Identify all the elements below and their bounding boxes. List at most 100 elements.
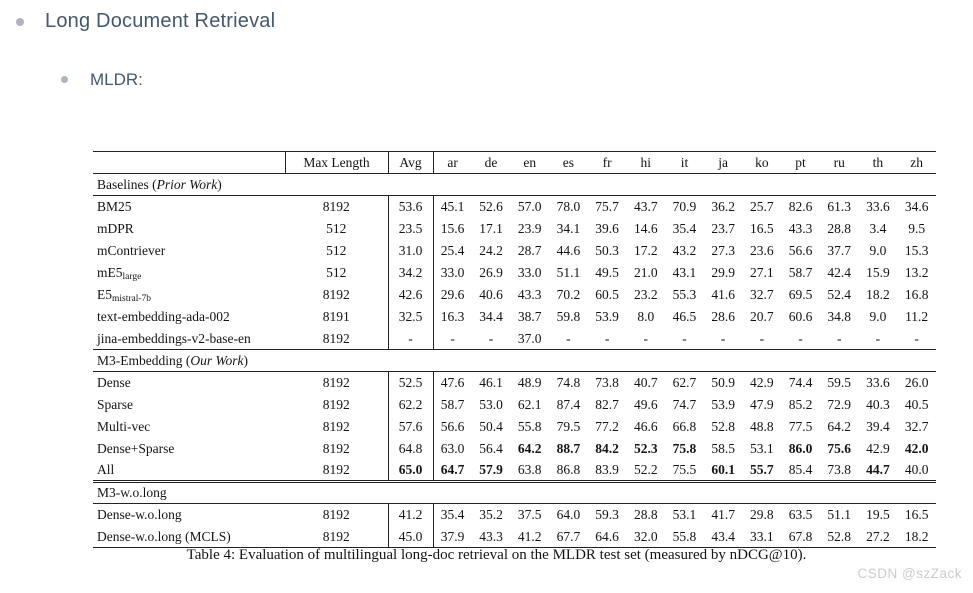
score-cell: 57.9 — [471, 459, 511, 482]
max-length-cell: 512 — [326, 264, 347, 280]
score-cell: 52.8 — [819, 525, 859, 548]
score-cell: 47.9 — [750, 396, 774, 412]
score-cell: 53.0 — [479, 396, 503, 412]
score-cell: 33.6 — [866, 199, 890, 214]
max-length-cell: 8192 — [322, 396, 350, 412]
score-cell: 29.9 — [711, 264, 735, 280]
score-cell: 70.2 — [556, 286, 581, 302]
score-cell: 52.3 — [633, 440, 658, 456]
score-cell: 37.0 — [510, 327, 550, 350]
model-cell: Dense+Sparse — [97, 440, 175, 456]
col-header-lang-ja: ja — [703, 151, 743, 174]
score-cell: 33.6 — [866, 375, 890, 390]
list-bullet-icon — [16, 18, 24, 26]
col-header-lang-th: th — [858, 151, 898, 174]
score-cell: 27.1 — [750, 264, 774, 280]
score-cell: 79.5 — [556, 418, 581, 434]
score-cell: 56.6 — [440, 418, 465, 434]
score-cell: 82.7 — [595, 396, 619, 412]
score-cell: 43.3 — [517, 286, 542, 302]
score-cell: - — [626, 327, 666, 350]
score-cell: 57.0 — [517, 199, 542, 214]
score-cell: 82.6 — [788, 199, 813, 214]
score-cell: 16.5 — [904, 507, 929, 522]
score-cell: 86.8 — [549, 459, 588, 482]
model-cell: Dense-w.o.long — [97, 507, 182, 522]
mldr-table: Max Length Avg ar de en es fr hi it ja ko pt ru th zh B… — [93, 151, 936, 548]
section-label: M3-w.o.long — [93, 480, 936, 504]
score-cell: 34.1 — [556, 220, 581, 236]
score-cell: 34.8 — [827, 308, 852, 324]
max-length-cell: 8192 — [322, 418, 350, 434]
score-cell: 27.3 — [711, 242, 735, 258]
score-cell: 37.9 — [433, 525, 472, 548]
score-cell: 23.6 — [750, 242, 774, 258]
score-cell: 73.8 — [595, 375, 619, 390]
score-cell: 26.9 — [479, 264, 503, 280]
col-header-lang-en: en — [510, 151, 550, 174]
score-cell: 36.2 — [711, 199, 735, 214]
max-length-cell: 8192 — [322, 440, 350, 456]
table-row: E5mistral-7b 8192 42.6 29.6 40.6 43.3 70.2 60.5… — [93, 283, 936, 306]
score-cell: 88.7 — [556, 440, 581, 456]
score-cell: 87.4 — [556, 396, 581, 412]
table-row: Multi-vec 8192 57.6 56.6 50.4 55.8 79.5 77.2 46.… — [93, 415, 936, 438]
avg-cell: 32.5 — [387, 305, 434, 328]
score-cell: 58.7 — [440, 396, 465, 412]
avg-cell: 31.0 — [387, 239, 434, 262]
table-row: jina-embeddings-v2-base-en 8192- - -37.0- - -… — [93, 327, 936, 350]
score-cell: 52.4 — [827, 286, 852, 302]
score-cell: - — [742, 327, 782, 350]
score-cell: 50.4 — [479, 418, 503, 434]
max-length-cell: 8192 — [322, 199, 350, 214]
score-cell: 49.5 — [595, 264, 619, 280]
table-row: Dense-w.o.long (MCLS) 8192 45.0 37.9 43.3 41.… — [93, 525, 936, 548]
score-cell: - — [703, 327, 743, 350]
score-cell: 66.8 — [672, 418, 697, 434]
score-cell: 34.6 — [904, 199, 929, 214]
score-cell: 62.7 — [672, 375, 697, 390]
avg-cell: 23.5 — [387, 217, 434, 240]
score-cell: 27.2 — [858, 525, 898, 548]
score-cell: 38.7 — [517, 308, 542, 324]
score-cell: 16.3 — [440, 308, 465, 324]
model-cell: mDPR — [97, 220, 134, 236]
score-cell: 42.0 — [904, 440, 929, 456]
score-cell: 74.8 — [556, 375, 581, 390]
col-header-model — [93, 151, 285, 174]
score-cell: 85.2 — [788, 396, 813, 412]
table-row: mE5large 512 34.2 33.0 26.9 33.0 51.1 49.5 21.0 4… — [93, 261, 936, 284]
score-cell: 52.8 — [711, 418, 735, 434]
page-title: Long Document Retrieval — [45, 10, 276, 32]
col-header-lang-pt: pt — [781, 151, 820, 174]
avg-cell: 42.6 — [387, 283, 434, 306]
table-row: mDPR 512 23.5 15.6 17.1 23.9 34.1 39.6 14.6 35.4 2… — [93, 217, 936, 240]
model-cell: BM25 — [97, 199, 132, 214]
score-cell: 48.8 — [750, 418, 774, 434]
score-cell: 3.4 — [869, 220, 887, 236]
model-cell: Dense — [97, 375, 131, 390]
score-cell: 40.0 — [897, 459, 936, 482]
avg-cell: 62.2 — [387, 393, 434, 416]
score-cell: 29.8 — [750, 507, 774, 522]
score-cell: 39.4 — [866, 418, 890, 434]
score-cell: - — [665, 327, 704, 350]
score-cell: 55.8 — [665, 525, 704, 548]
score-cell: 28.8 — [633, 507, 658, 522]
score-cell: - — [433, 327, 472, 350]
max-length-cell: 8192 — [285, 327, 388, 350]
score-cell: 35.4 — [672, 220, 697, 236]
score-cell: 15.3 — [904, 242, 929, 258]
score-cell: 43.2 — [672, 242, 697, 258]
score-cell: 42.4 — [827, 264, 852, 280]
score-cell: 69.5 — [788, 286, 813, 302]
table-row: All 8192 65.0 64.7 57.9 63.8 86.8 83.9 52.2 75.5 6… — [93, 459, 936, 482]
score-cell: 58.5 — [711, 440, 735, 456]
score-cell: 63.5 — [788, 507, 813, 522]
score-cell: 9.5 — [908, 220, 926, 236]
score-cell: 25.4 — [440, 242, 465, 258]
score-cell: 9.0 — [869, 308, 887, 324]
section-label: Baselines (Prior Work) — [93, 173, 936, 196]
score-cell: 43.1 — [672, 264, 697, 280]
score-cell: 51.1 — [827, 507, 852, 522]
